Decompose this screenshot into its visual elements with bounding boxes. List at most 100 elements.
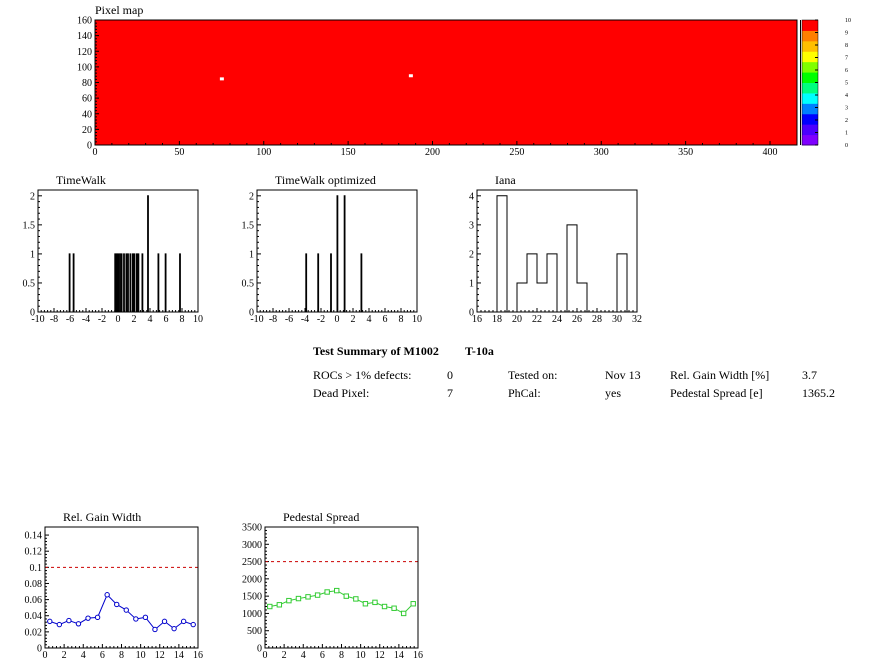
palette-swatch bbox=[802, 103, 818, 115]
gain-width-y-tick-label: 0.06 bbox=[25, 595, 43, 606]
palette-swatch bbox=[802, 20, 818, 31]
iana-x-tick-label: 18 bbox=[492, 314, 502, 325]
timewalk-x-tick-label: -2 bbox=[98, 314, 106, 325]
pedestal-spread-y-tick-label: 500 bbox=[247, 626, 262, 637]
summary-value-tested-on: Nov 13 bbox=[605, 368, 641, 382]
summary-title: Test Summary of M1002 bbox=[313, 344, 439, 358]
timewalk-optimized-x-tick-label: -10 bbox=[250, 314, 263, 325]
pixel-map-y-tick-label: 120 bbox=[77, 47, 92, 58]
timewalk-x-tick-label: -8 bbox=[50, 314, 58, 325]
pedestal-spread-y-tick-label: 1500 bbox=[242, 592, 262, 603]
timewalk-optimized-x-tick-label: 4 bbox=[367, 314, 372, 325]
pedestal-spread-series-line bbox=[269, 590, 414, 615]
timewalk-x-tick-label: 2 bbox=[132, 314, 137, 325]
timewalk-optimized-bar bbox=[317, 253, 320, 312]
iana-x-tick-label: 30 bbox=[612, 314, 622, 325]
gain-width-point bbox=[190, 621, 196, 628]
pedestal-spread-point bbox=[305, 594, 311, 600]
palette-tick-label: 2 bbox=[845, 118, 848, 124]
pixel-map-y-tick-label: 0 bbox=[87, 141, 92, 152]
gain-width-x-tick-label: 2 bbox=[62, 650, 67, 661]
palette-tick-label: 0 bbox=[845, 143, 848, 149]
palette-tick-label: 7 bbox=[845, 56, 848, 62]
timewalk-x-tick-label: 8 bbox=[180, 314, 185, 325]
gain-width-x-tick-label: 10 bbox=[136, 650, 146, 661]
gain-width-point bbox=[114, 601, 120, 608]
timewalk-y-tick-label: 0.5 bbox=[23, 278, 36, 289]
summary-label-rocs: ROCs > 1% defects: bbox=[313, 368, 412, 382]
summary-label-pedestal: Pedestal Spread [e] bbox=[670, 386, 763, 400]
timewalk-optimized-frame bbox=[256, 189, 418, 313]
pedestal-spread-x-tick-label: 4 bbox=[301, 650, 306, 661]
timewalk-x-tick-label: 10 bbox=[193, 314, 203, 325]
gain-width-point bbox=[85, 615, 91, 621]
timewalk-title: TimeWalk bbox=[56, 173, 106, 187]
pedestal-spread-point bbox=[362, 601, 369, 607]
timewalk-optimized-y-tick-label: 0 bbox=[249, 308, 254, 319]
timewalk-optimized-x-tick-label: 2 bbox=[351, 314, 356, 325]
pedestal-spread-point bbox=[324, 589, 330, 595]
timewalk-bar bbox=[131, 253, 134, 312]
summary-label-phcal: PhCal: bbox=[508, 386, 541, 400]
pixel-map-x-tick-label: 150 bbox=[341, 147, 356, 158]
pixel-map-x-tick-label: 250 bbox=[509, 147, 524, 158]
gain-width-x-tick-label: 6 bbox=[100, 650, 105, 661]
gain-width-series-line bbox=[49, 593, 194, 631]
gain-width-point bbox=[66, 617, 72, 624]
timewalk-bar bbox=[179, 253, 181, 312]
pedestal-spread-x-tick-label: 16 bbox=[413, 650, 423, 661]
gain-width-y-tick-label: 0.1 bbox=[30, 563, 43, 574]
timewalk-bar bbox=[115, 253, 118, 312]
pixel-map-x-tick-label: 200 bbox=[425, 147, 440, 158]
timewalk-optimized-x-tick-label: -4 bbox=[301, 314, 309, 325]
pedestal-spread-point bbox=[343, 593, 349, 599]
gain-width-x-tick-label: 4 bbox=[81, 650, 86, 661]
timewalk-bar bbox=[137, 253, 140, 312]
pedestal-spread-point bbox=[410, 601, 416, 607]
timewalk-optimized-x-tick-label: 8 bbox=[399, 314, 404, 325]
summary-value-pedestal: 1365.2 bbox=[802, 386, 835, 400]
timewalk-optimized-y-tick-label: 0.5 bbox=[242, 278, 255, 289]
pedestal-spread-point bbox=[314, 592, 321, 598]
palette-edge bbox=[800, 20, 801, 145]
iana-histogram bbox=[477, 195, 637, 313]
pedestal-spread-y-tick-label: 0 bbox=[257, 644, 262, 655]
gain-width-y-tick-label: 0.12 bbox=[25, 547, 43, 558]
iana-x-tick-label: 24 bbox=[552, 314, 562, 325]
pixel-map-fill bbox=[95, 20, 797, 145]
timewalk-x-tick-label: -6 bbox=[66, 314, 74, 325]
timewalk-bar bbox=[129, 253, 132, 312]
pixel-map-y-tick-label: 20 bbox=[82, 125, 92, 136]
pedestal-spread-y-tick-label: 1000 bbox=[242, 609, 262, 620]
pixel-map-x-tick-label: 400 bbox=[763, 147, 778, 158]
gain-width-point bbox=[180, 618, 187, 625]
timewalk-optimized-x-tick-label: 0 bbox=[335, 314, 340, 325]
pedestal-spread-point bbox=[400, 610, 407, 617]
timewalk-frame bbox=[37, 189, 199, 313]
iana-y-tick-label: 0 bbox=[469, 308, 474, 319]
gain-width-point bbox=[47, 618, 53, 625]
iana-y-tick-label: 3 bbox=[469, 220, 474, 231]
summary-value-dead-pixel: 7 bbox=[447, 386, 453, 400]
pedestal-spread-x-tick-label: 8 bbox=[339, 650, 344, 661]
gain-width-point bbox=[171, 625, 177, 632]
summary-label-gain-width: Rel. Gain Width [%] bbox=[670, 368, 770, 382]
gain-width-x-tick-label: 14 bbox=[174, 650, 184, 661]
gain-width-x-tick-label: 0 bbox=[43, 650, 48, 661]
timewalk-bar bbox=[123, 253, 125, 312]
pixel-map-x-tick-label: 300 bbox=[594, 147, 609, 158]
pixel-map-y-tick-label: 80 bbox=[82, 78, 92, 89]
timewalk-optimized-x-tick-label: 6 bbox=[383, 314, 388, 325]
summary-grade: T-10a bbox=[465, 344, 494, 358]
timewalk-optimized-bar bbox=[330, 253, 332, 312]
pedestal-spread-point bbox=[295, 595, 302, 602]
palette-swatch bbox=[802, 134, 818, 146]
timewalk-optimized-y-tick-label: 2 bbox=[249, 191, 254, 202]
gain-width-x-tick-label: 8 bbox=[119, 650, 124, 661]
pixel-map-x-tick-label: 350 bbox=[678, 147, 693, 158]
timewalk-x-tick-label: -10 bbox=[31, 314, 44, 325]
palette-tick-label: 10 bbox=[845, 18, 851, 24]
iana-x-tick-label: 20 bbox=[512, 314, 522, 325]
gain-width-y-tick-label: 0.08 bbox=[25, 579, 43, 590]
pixel-map-dead-pixel bbox=[408, 74, 413, 78]
